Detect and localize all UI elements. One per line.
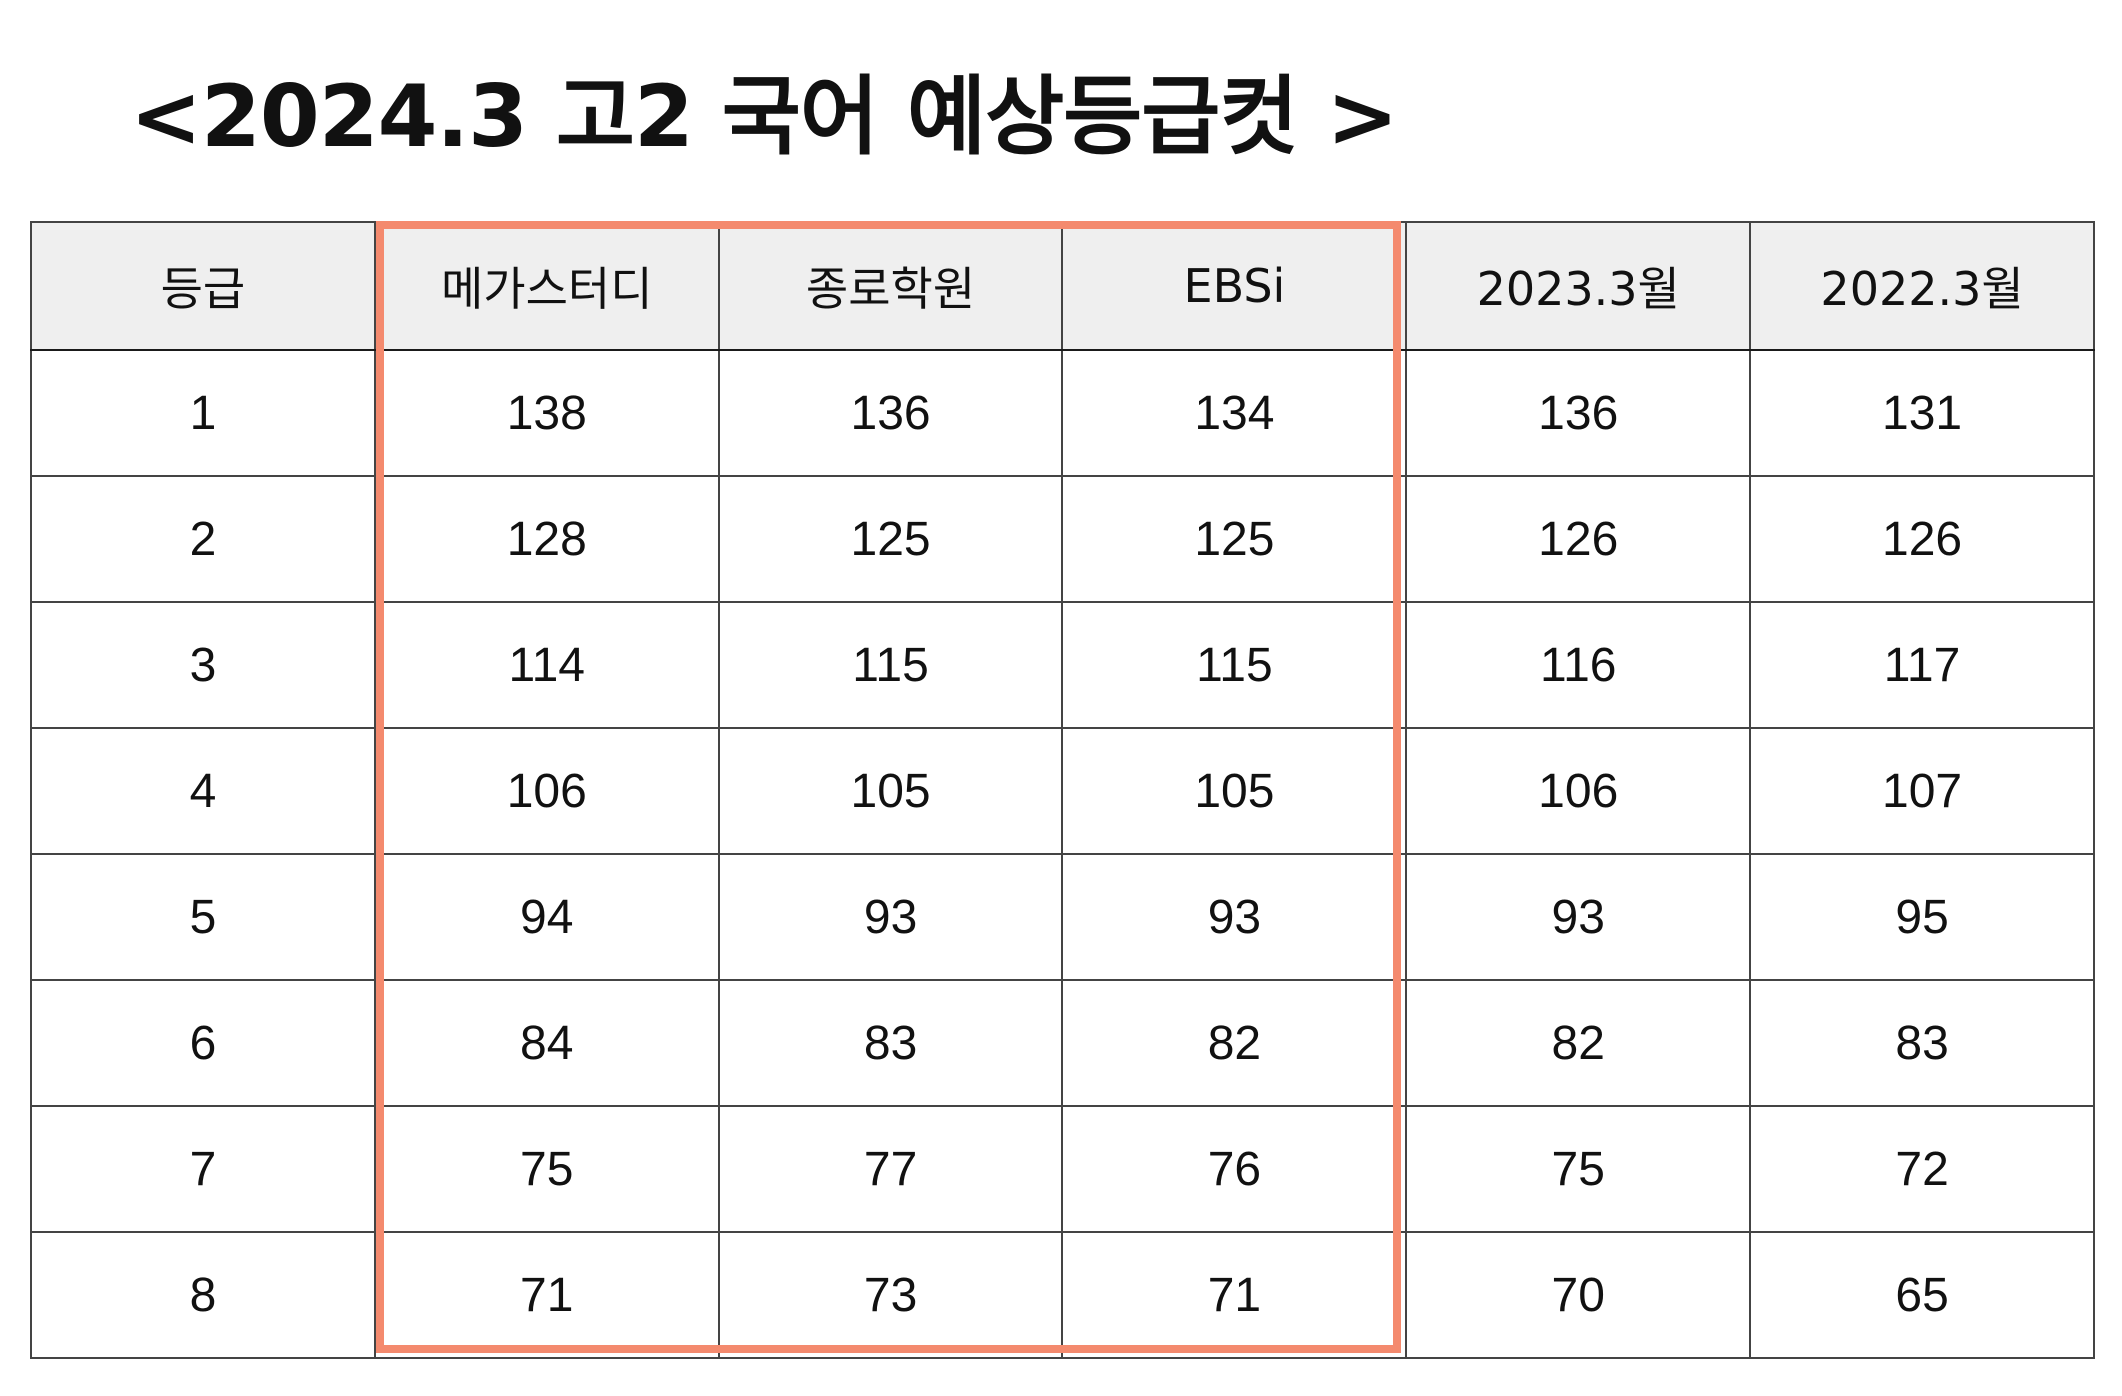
table-cell: 134 bbox=[1061, 349, 1408, 477]
table-row: 1 138 136 134 136 131 bbox=[30, 349, 2095, 477]
grade-cell: 8 bbox=[30, 1231, 376, 1359]
table-cell: 94 bbox=[373, 853, 720, 981]
header-row: 등급 메가스터디 종로학원 EBSi 2023.3월 2022.3월 bbox=[30, 221, 2095, 351]
table-cell: 93 bbox=[717, 853, 1064, 981]
table-cell: 117 bbox=[1749, 601, 2095, 729]
grade-cell: 2 bbox=[30, 475, 376, 603]
table-cell: 65 bbox=[1749, 1231, 2095, 1359]
table-cell: 125 bbox=[717, 475, 1064, 603]
header-ebsi: EBSi bbox=[1061, 221, 1408, 351]
table-cell: 106 bbox=[373, 727, 720, 855]
table-row: 5 94 93 93 93 95 bbox=[30, 853, 2095, 981]
table-cell: 73 bbox=[717, 1231, 1064, 1359]
header-2022-march: 2022.3월 bbox=[1749, 221, 2095, 351]
table-cell: 82 bbox=[1405, 979, 1752, 1107]
table-cell: 115 bbox=[1061, 601, 1408, 729]
table-cell: 75 bbox=[1405, 1105, 1752, 1233]
grade-cell: 5 bbox=[30, 853, 376, 981]
table-cell: 83 bbox=[1749, 979, 2095, 1107]
table-cell: 125 bbox=[1061, 475, 1408, 603]
grade-cell: 1 bbox=[30, 349, 376, 477]
table-row: 3 114 115 115 116 117 bbox=[30, 601, 2095, 729]
table-cell: 77 bbox=[717, 1105, 1064, 1233]
table-cell: 138 bbox=[373, 349, 720, 477]
table-cell: 82 bbox=[1061, 979, 1408, 1107]
table-cell: 126 bbox=[1405, 475, 1752, 603]
grade-cell: 4 bbox=[30, 727, 376, 855]
grade-cell: 3 bbox=[30, 601, 376, 729]
table-cell: 93 bbox=[1061, 853, 1408, 981]
table-cell: 84 bbox=[373, 979, 720, 1107]
table-cell: 95 bbox=[1749, 853, 2095, 981]
table-cell: 106 bbox=[1405, 727, 1752, 855]
table-row: 6 84 83 82 82 83 bbox=[30, 979, 2095, 1107]
table-cell: 105 bbox=[1061, 727, 1408, 855]
table-row: 2 128 125 125 126 126 bbox=[30, 475, 2095, 603]
table-cell: 107 bbox=[1749, 727, 2095, 855]
table-row: 4 106 105 105 106 107 bbox=[30, 727, 2095, 855]
header-2023-march: 2023.3월 bbox=[1405, 221, 1752, 351]
header-jongro: 종로학원 bbox=[717, 221, 1064, 351]
table-cell: 71 bbox=[373, 1231, 720, 1359]
header-grade: 등급 bbox=[30, 221, 376, 351]
table-cell: 83 bbox=[717, 979, 1064, 1107]
grade-cell: 6 bbox=[30, 979, 376, 1107]
table-cell: 72 bbox=[1749, 1105, 2095, 1233]
table-cell: 131 bbox=[1749, 349, 2095, 477]
table-cell: 76 bbox=[1061, 1105, 1408, 1233]
table-row: 7 75 77 76 75 72 bbox=[30, 1105, 2095, 1233]
table-cell: 126 bbox=[1749, 475, 2095, 603]
table-cell: 128 bbox=[373, 475, 720, 603]
header-megastudy: 메가스터디 bbox=[373, 221, 720, 351]
table-cell: 136 bbox=[1405, 349, 1752, 477]
grade-cell: 7 bbox=[30, 1105, 376, 1233]
table-cell: 116 bbox=[1405, 601, 1752, 729]
table-cell: 75 bbox=[373, 1105, 720, 1233]
table-cell: 71 bbox=[1061, 1231, 1408, 1359]
table-row: 8 71 73 71 70 65 bbox=[30, 1231, 2095, 1359]
grade-cut-table: 등급 메가스터디 종로학원 EBSi 2023.3월 2022.3월 1 138… bbox=[30, 221, 2095, 1359]
table-cell: 105 bbox=[717, 727, 1064, 855]
table-cell: 136 bbox=[717, 349, 1064, 477]
table-cell: 114 bbox=[373, 601, 720, 729]
page-title: <2024.3 고2 국어 예상등급컷 > bbox=[130, 67, 1399, 167]
table-cell: 93 bbox=[1405, 853, 1752, 981]
table-cell: 70 bbox=[1405, 1231, 1752, 1359]
table-cell: 115 bbox=[717, 601, 1064, 729]
